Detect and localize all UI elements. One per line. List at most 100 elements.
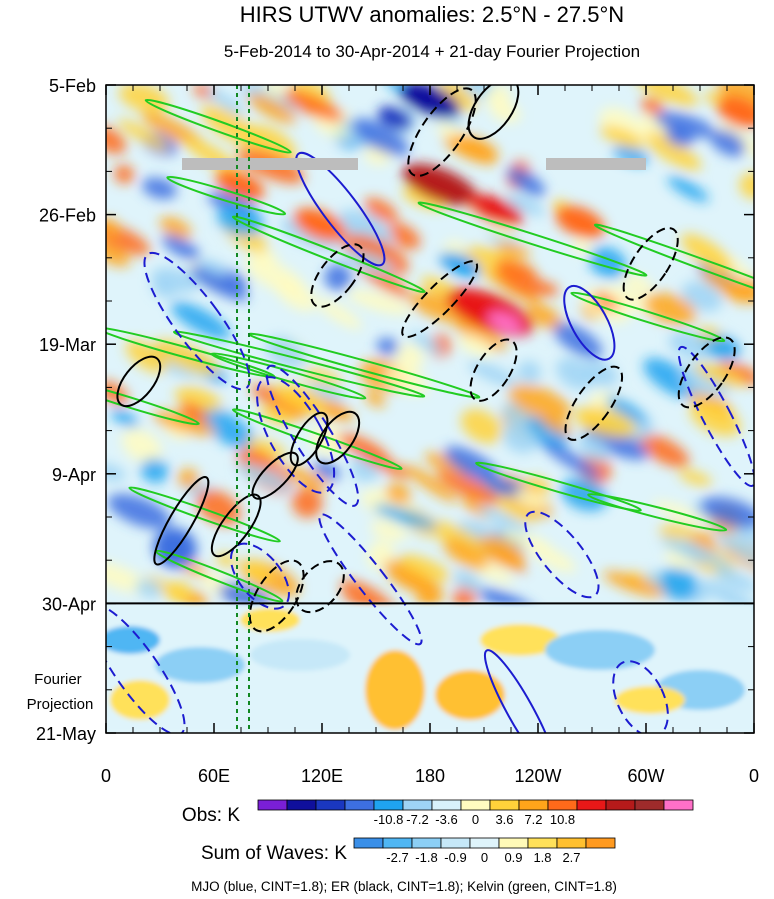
y-tick-label: 30-Apr (42, 594, 96, 614)
anomaly-blob (542, 441, 601, 479)
anomaly-blob (117, 118, 169, 152)
anomaly-blob (643, 357, 699, 399)
x-tick-label: 120W (514, 766, 561, 786)
colorbar-tick-label: -1.8 (415, 850, 437, 865)
projection-blob (480, 624, 560, 656)
anomaly-blob (678, 469, 712, 486)
colorbar-swatch (344, 799, 375, 811)
er-contour (407, 87, 477, 177)
anomaly-blob (106, 241, 131, 267)
anomaly-blob (206, 88, 246, 116)
kelvin-contour (173, 330, 426, 398)
anomaly-blob (162, 234, 201, 260)
anomaly-blob (661, 536, 710, 564)
anomaly-blob (479, 535, 526, 568)
kelvin-contour (128, 486, 281, 543)
colorbar-swatch (527, 837, 558, 849)
kelvin-contour (475, 461, 642, 512)
kelvin-contour (231, 215, 426, 294)
anomaly-blob (408, 292, 478, 325)
kelvin-contour (417, 201, 648, 277)
colorbar-swatch (518, 799, 549, 811)
er-contour (251, 451, 299, 500)
anomaly-blob (122, 428, 162, 464)
projection-blob (110, 680, 170, 720)
anomaly-blob (517, 360, 542, 384)
er-contour (401, 260, 479, 339)
anomaly-blob (215, 170, 265, 200)
anomaly-blob (637, 433, 690, 468)
colorbar-swatch (547, 799, 578, 811)
x-tick-label: 180 (415, 766, 445, 786)
mjo-contour (106, 603, 186, 733)
anomaly-blob (377, 106, 413, 130)
er-contour (467, 85, 520, 140)
colorbar-tick-label: -2.7 (386, 850, 408, 865)
anomaly-blob (508, 384, 571, 421)
mjo-contour (256, 376, 336, 494)
anomaly-blob (449, 134, 499, 162)
er-contour (153, 476, 210, 566)
anomaly-blob (667, 176, 709, 203)
anomaly-blob (263, 85, 288, 96)
anomaly-blob (399, 554, 451, 582)
anomaly-blob (514, 488, 548, 510)
anomaly-blob (574, 406, 637, 438)
anomaly-blob (425, 520, 486, 553)
anomaly-blob (622, 273, 654, 294)
y-tick-label: 26-Feb (39, 206, 96, 226)
anomaly-blob (107, 493, 171, 529)
anomaly-blob (468, 360, 517, 387)
anomaly-blob (179, 401, 208, 423)
anomaly-blob (507, 167, 546, 197)
anomaly-blob (387, 222, 421, 250)
kelvin-contour (210, 352, 367, 400)
anomaly-blob (291, 487, 323, 518)
anomaly-blob (404, 464, 458, 503)
anomaly-blob (373, 504, 438, 530)
mjo-contour (677, 345, 754, 488)
anomaly-blob (110, 409, 139, 428)
colorbar-swatch (469, 837, 500, 849)
colorbar-tick-label: -7.2 (406, 812, 428, 827)
colorbar-swatch (440, 837, 471, 849)
anomaly-blob (478, 505, 530, 535)
anomaly-blob (485, 85, 511, 111)
er-contour (248, 559, 305, 633)
colorbar-swatch (411, 837, 442, 849)
anomaly-blob (106, 560, 152, 594)
er-contour (469, 338, 518, 402)
anomaly-blob (383, 559, 430, 590)
anomaly-blob (530, 543, 576, 573)
anomaly-blob (439, 252, 481, 278)
anomaly-blob (395, 344, 424, 373)
anomaly-blob (399, 85, 461, 118)
er-contour (315, 410, 361, 465)
plot-area (106, 85, 754, 733)
colorbar-tick-label: -0.9 (444, 850, 466, 865)
anomaly-blob (717, 361, 754, 385)
colorbar-tick-label: 2.7 (562, 850, 580, 865)
colorbar-tick-label: 3.6 (495, 812, 513, 827)
anomaly-blob (700, 270, 754, 303)
colorbar-swatch (257, 799, 288, 811)
anomaly-blob (140, 458, 169, 483)
projection-blob (615, 686, 685, 714)
anomaly-blob (370, 521, 408, 541)
anomaly-blob (196, 489, 241, 526)
anomaly-blob (125, 339, 168, 373)
colorbar-tick-label: 0 (481, 850, 488, 865)
anomaly-blob (654, 111, 715, 138)
anomaly-blob (466, 194, 524, 226)
anomaly-blob (635, 85, 699, 107)
anomaly-blob (705, 336, 740, 361)
er-contour (564, 365, 624, 441)
colorbar-swatch (556, 837, 587, 849)
projection-blob (250, 639, 350, 671)
anomaly-blob (409, 331, 443, 354)
anomaly-blob (385, 483, 412, 505)
colorbar-swatch (489, 799, 520, 811)
colorbar-swatch (585, 837, 616, 849)
anomaly-blob (659, 567, 698, 601)
anomaly-blob (717, 96, 754, 128)
